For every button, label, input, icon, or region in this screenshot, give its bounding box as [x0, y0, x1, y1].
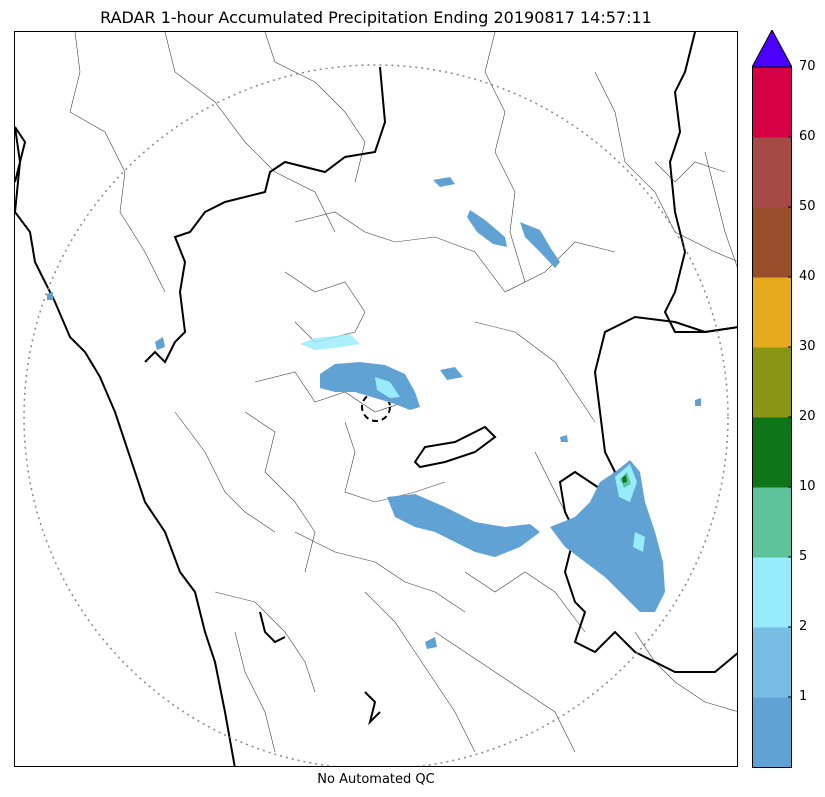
- colorbar-bin: [752, 417, 792, 488]
- colorbar-tick-label: 10: [799, 479, 816, 494]
- colorbar-bin: [752, 277, 792, 348]
- precipitation-colorbar: [752, 30, 792, 768]
- colorbar-bin: [752, 627, 792, 698]
- map-canvas: [15, 32, 737, 766]
- precipitation-echoes: [47, 177, 701, 649]
- colorbar-tick-label: 60: [799, 129, 816, 144]
- colorbar-tick-label: 30: [799, 339, 816, 354]
- range-ring: [23, 64, 729, 766]
- colorbar-over-triangle: [752, 30, 792, 68]
- colorbar-tick-label: 1: [799, 689, 808, 704]
- colorbar-tick-label: 40: [799, 269, 816, 284]
- colorbar-bin: [752, 557, 792, 628]
- district-boundaries: [69, 32, 737, 753]
- colorbar-tick-label: 2: [799, 619, 808, 634]
- colorbar-bin: [752, 137, 792, 208]
- colorbar-tick-label: 50: [799, 199, 816, 214]
- colorbar-bin: [752, 207, 792, 278]
- qc-caption: No Automated QC: [317, 772, 435, 787]
- colorbar-bin: [752, 487, 792, 558]
- colorbar-bin: [752, 697, 792, 768]
- colorbar-bin: [752, 347, 792, 418]
- colorbar-tick-label: 5: [799, 549, 808, 564]
- colorbar-bin: [752, 67, 792, 138]
- state-boundaries: [15, 32, 737, 766]
- colorbar-tick-label: 20: [799, 409, 816, 424]
- colorbar-tick-label: 70: [799, 59, 816, 74]
- map-title: RADAR 1-hour Accumulated Precipitation E…: [100, 8, 652, 27]
- radar-map[interactable]: [14, 31, 738, 767]
